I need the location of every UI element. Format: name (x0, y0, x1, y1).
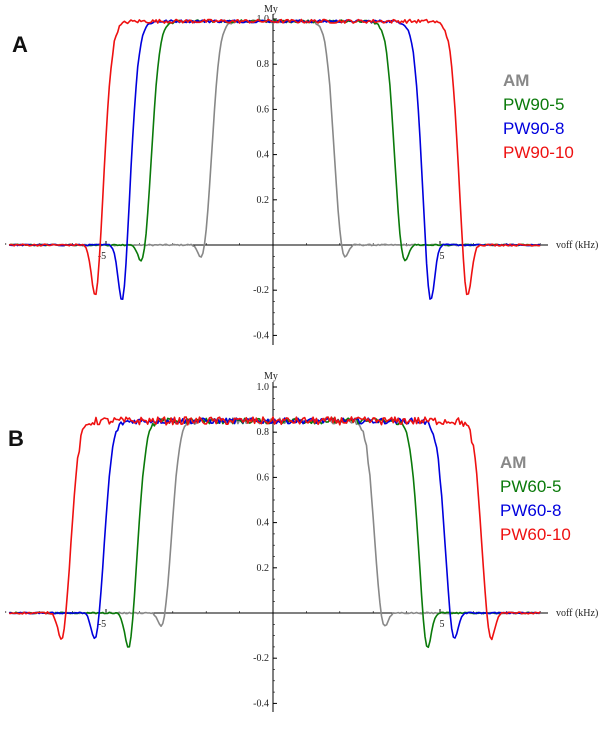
y-tick-label: 0.2 (257, 195, 270, 206)
x-tick-label: -5 (98, 251, 106, 262)
y-tick-label: 0.2 (257, 563, 270, 574)
y-tick-label: 0.8 (257, 59, 270, 70)
y-tick-label: -0.2 (253, 285, 269, 296)
legend-entry-pw60-10: PW60-10 (500, 525, 571, 544)
y-tick-label: -0.4 (253, 330, 269, 341)
x-tick-label: -5 (98, 619, 106, 630)
x-axis-title: voff (kHz) (556, 240, 598, 251)
y-tick-label: 0.4 (257, 150, 270, 161)
y-tick-label: 0.4 (257, 518, 270, 529)
y-tick-label: 1.0 (257, 14, 270, 25)
x-axis-title: voff (kHz) (556, 608, 598, 619)
series-line-pw90-10 (8, 18, 541, 296)
y-axis-title: My (264, 371, 278, 382)
y-axis-title: My (264, 4, 278, 15)
series-line-pw90-5 (8, 19, 541, 262)
legend-entry-pw90-8: PW90-8 (503, 119, 564, 138)
y-tick-label: 1.0 (257, 382, 270, 393)
legend-entry-pw90-5: PW90-5 (503, 95, 564, 114)
series-line-pw60-10 (9, 416, 541, 641)
legend-entry-am: AM (503, 71, 529, 90)
legend-entry-pw60-8: PW60-8 (500, 501, 561, 520)
legend-entry-pw60-5: PW60-5 (500, 477, 561, 496)
legend-entry-am: AM (500, 453, 526, 472)
x-tick-label: 5 (440, 619, 445, 630)
y-tick-label: 0.6 (257, 104, 270, 115)
legend-entry-pw90-10: PW90-10 (503, 143, 574, 162)
panel-label: A (12, 32, 28, 57)
x-tick-label: 5 (440, 251, 445, 262)
panel-label: B (8, 426, 24, 451)
y-tick-label: 0.8 (257, 427, 270, 438)
series-line-pw60-8 (8, 417, 541, 640)
y-tick-label: -0.4 (253, 698, 269, 709)
y-tick-label: -0.2 (253, 653, 269, 664)
panel-b: -0.4 -0.2 0.2 0.4 0.6 0.8 1.0 -5 5 My voff (kHz) AM… (5, 371, 598, 712)
panel-a: -0.4 -0.2 0.2 0.4 0.6 0.8 1.0 -5 5 My voff (kHz) AM… (5, 4, 598, 345)
y-tick-label: 0.6 (257, 472, 270, 483)
